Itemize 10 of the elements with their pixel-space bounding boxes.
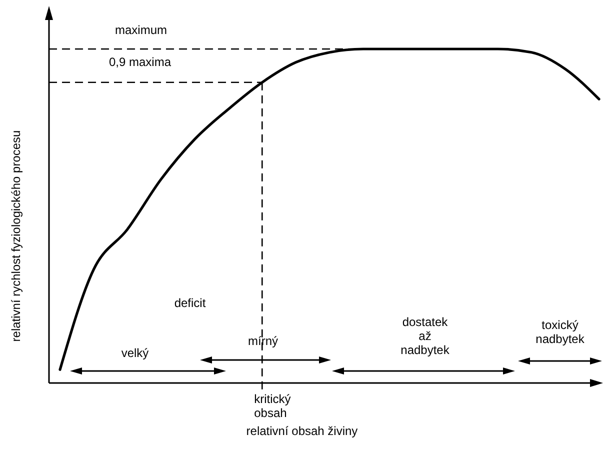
annotation: mírný <box>248 334 278 348</box>
x-axis-title: relativní obsah živiny <box>246 424 358 438</box>
annotation: toxický nadbytek <box>536 318 586 346</box>
annotation: dostatek až nadbytek <box>400 315 450 357</box>
text: kritický obsah <box>254 392 291 420</box>
y-axis-title: relativní rychlost fyziologického procesu <box>9 130 23 342</box>
annotation: deficit <box>174 296 206 310</box>
ref-line-label: 0,9 maxima <box>109 55 172 69</box>
ref-line-label: maximum <box>115 23 168 37</box>
annotation: velký <box>121 346 149 360</box>
